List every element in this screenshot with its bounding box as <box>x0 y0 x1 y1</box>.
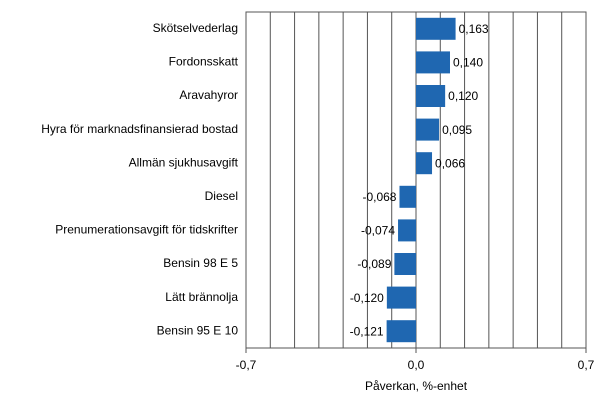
bar <box>399 185 416 208</box>
bar <box>394 253 416 275</box>
y-tick-label: Aravahyror <box>179 88 238 102</box>
value-label: -0,074 <box>361 224 395 238</box>
value-label: -0,068 <box>362 190 396 204</box>
value-label: 0,163 <box>459 22 489 36</box>
y-tick-label: Bensin 95 E 10 <box>157 323 239 337</box>
bar <box>386 320 416 343</box>
bar <box>416 152 433 175</box>
y-tick-label: Skötselvederlag <box>153 21 238 35</box>
value-label: 0,140 <box>453 56 483 70</box>
value-label: -0,089 <box>357 257 391 271</box>
bar <box>416 118 440 141</box>
y-tick-label: Diesel <box>205 189 238 203</box>
bar <box>386 286 416 309</box>
value-label: -0,121 <box>350 324 384 338</box>
y-tick-label: Prenumerationsavgift för tidskrifter <box>55 223 238 237</box>
x-tick-label: -0,7 <box>236 358 257 372</box>
x-axis-label: Påverkan, %-enhet <box>365 379 468 393</box>
y-tick-label: Bensin 98 E 5 <box>163 256 238 270</box>
bar <box>416 17 456 40</box>
value-label: 0,095 <box>442 123 472 137</box>
x-tick-label: 0,7 <box>578 358 595 372</box>
value-label: 0,120 <box>448 89 478 103</box>
bar <box>416 85 446 107</box>
value-label: -0,120 <box>350 291 384 305</box>
value-label: 0,066 <box>435 156 465 170</box>
y-tick-label: Hyra för marknadsfinansierad bostad <box>41 122 238 136</box>
y-tick-label: Fordonsskatt <box>169 55 239 69</box>
y-tick-label: Lätt brännolja <box>165 290 238 304</box>
x-tick-label: 0,0 <box>408 358 425 372</box>
bar <box>398 219 416 242</box>
bar <box>416 51 450 74</box>
y-tick-label: Allmän sjukhusavgift <box>129 155 239 169</box>
